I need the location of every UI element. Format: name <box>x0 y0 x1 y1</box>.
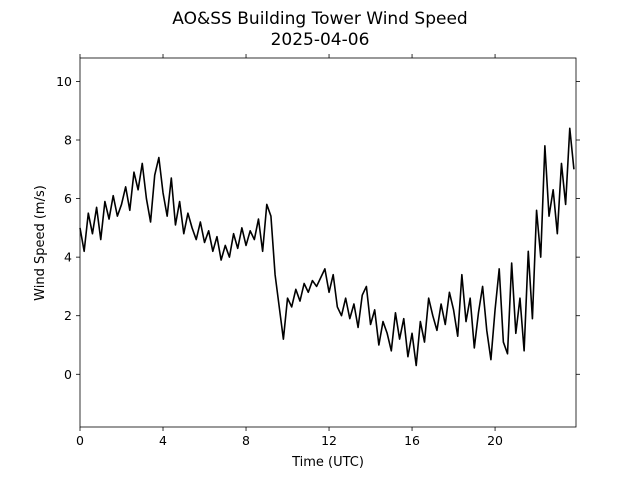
chart-title: AO&SS Building Tower Wind Speed <box>172 9 467 29</box>
x-tick-label: 8 <box>242 433 250 448</box>
x-axis-label: Time (UTC) <box>291 455 364 470</box>
y-tick-label: 0 <box>64 367 72 382</box>
y-axis-label: Wind Speed (m/s) <box>33 185 48 301</box>
x-tick-label: 20 <box>487 433 503 448</box>
y-tick-label: 2 <box>64 308 72 323</box>
chart-subtitle: 2025-04-06 <box>271 30 370 50</box>
y-tick-label: 4 <box>64 250 72 265</box>
y-tick-label: 10 <box>56 74 72 89</box>
x-tick-label: 4 <box>159 433 167 448</box>
x-tick-label: 0 <box>76 433 84 448</box>
x-tick-label: 16 <box>404 433 420 448</box>
plot-frame <box>79 57 577 428</box>
x-tick-label: 12 <box>321 433 337 448</box>
data-line <box>79 127 575 367</box>
y-tick-label: 6 <box>64 191 72 206</box>
y-tick-label: 8 <box>64 133 72 148</box>
